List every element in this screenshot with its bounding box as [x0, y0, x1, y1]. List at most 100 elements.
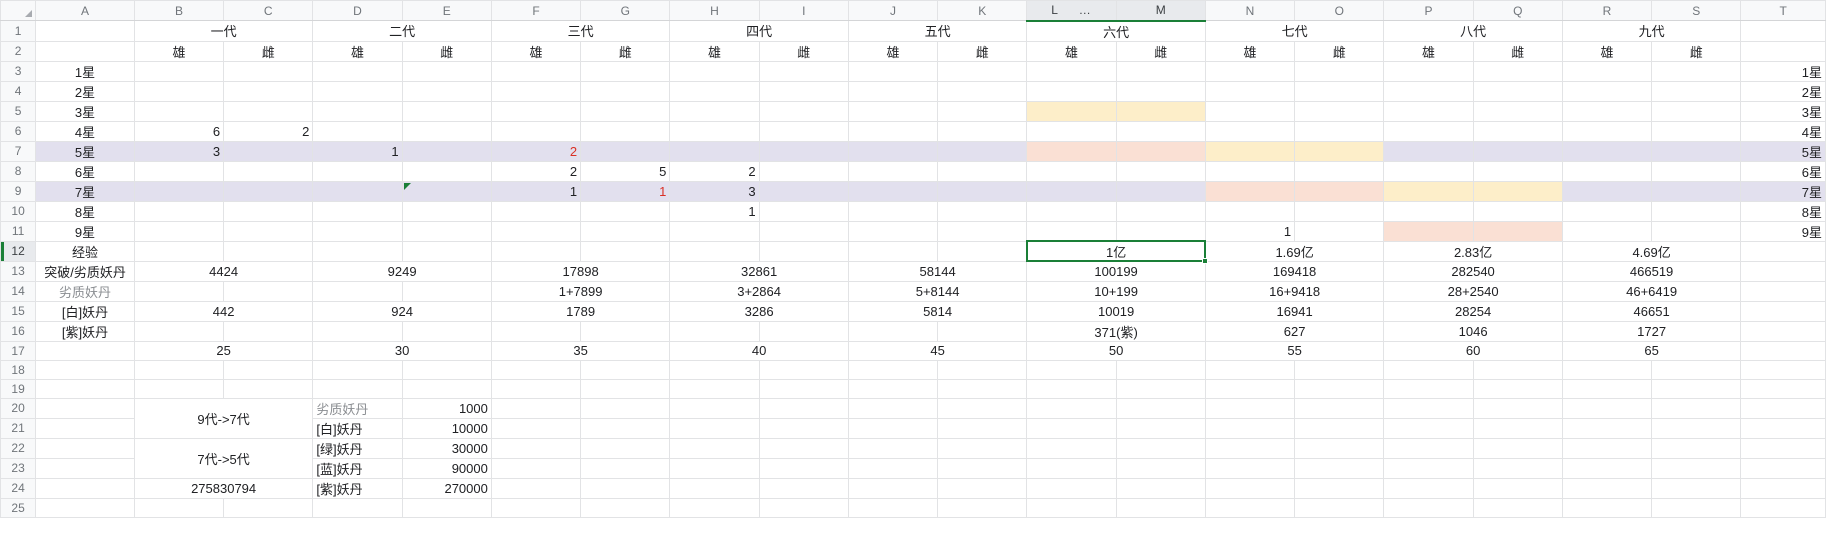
cell-N15[interactable]: 16941: [1204, 300, 1385, 322]
cell-T2[interactable]: [1740, 40, 1826, 62]
generation-label-8[interactable]: 八代: [1383, 20, 1563, 42]
cell-S21[interactable]: [1651, 417, 1742, 439]
cell-R5[interactable]: [1561, 100, 1653, 122]
cell-R4[interactable]: [1561, 80, 1653, 102]
cell-H18[interactable]: [669, 359, 760, 380]
cell-R6[interactable]: [1561, 120, 1653, 142]
cell-G10[interactable]: [580, 200, 671, 222]
cell-L13[interactable]: 100199: [1026, 260, 1206, 282]
row-header-14[interactable]: 14: [0, 280, 37, 302]
sex-female-2[interactable]: 雌: [401, 40, 492, 62]
cell-K25[interactable]: [937, 497, 1028, 518]
cell-F7[interactable]: 2: [490, 140, 582, 162]
cell-P6[interactable]: [1383, 120, 1474, 142]
cell-H12[interactable]: [669, 240, 760, 262]
cell-P20[interactable]: [1383, 397, 1474, 419]
cell-N17[interactable]: 55: [1204, 340, 1385, 361]
table-row[interactable]: 18: [0, 359, 1826, 380]
column-header-S[interactable]: S: [1651, 0, 1742, 21]
cell-J7[interactable]: [847, 140, 939, 162]
column-menu-dots-icon[interactable]: …: [1078, 3, 1092, 18]
cell-B13[interactable]: 4424: [133, 260, 314, 282]
row-header-6[interactable]: 6: [0, 120, 37, 142]
cell-L25[interactable]: [1026, 497, 1117, 518]
cell-B8[interactable]: [133, 160, 225, 182]
cell-J21[interactable]: [847, 417, 939, 439]
cell-R24[interactable]: [1561, 477, 1653, 499]
price-name-0[interactable]: 劣质妖丹: [312, 397, 403, 419]
summary-label-17[interactable]: [35, 340, 135, 361]
cell-R12[interactable]: 4.69亿: [1561, 240, 1742, 262]
cell-J9[interactable]: [847, 180, 939, 202]
column-header-F[interactable]: F: [490, 0, 582, 21]
sex-header-row[interactable]: 2 雄 雌 雄 雌 雄 雌 雄 雌 雄 雌 雄 雌 雄 雌 雄 雌 雄 雌: [0, 40, 1826, 62]
cell-H7[interactable]: [669, 140, 760, 162]
cell-G5[interactable]: [580, 100, 671, 122]
cell-S22[interactable]: [1651, 437, 1742, 459]
cell-S19[interactable]: [1651, 378, 1742, 399]
cell-K19[interactable]: [937, 378, 1028, 399]
cell-F15[interactable]: 1789: [490, 300, 671, 322]
sex-male-6[interactable]: 雄: [1026, 40, 1117, 62]
cell-I24[interactable]: [758, 477, 849, 499]
generation-label-3[interactable]: 三代: [490, 20, 671, 42]
cell-J20[interactable]: [847, 397, 939, 419]
select-all-corner[interactable]: [0, 0, 37, 21]
cell-Q21[interactable]: [1472, 417, 1563, 439]
cell-Q23[interactable]: [1472, 457, 1563, 479]
cell-D5[interactable]: [312, 100, 403, 122]
cell-S25[interactable]: [1651, 497, 1742, 518]
cell-F14[interactable]: 1+7899: [490, 280, 671, 302]
cell-I5[interactable]: [758, 100, 849, 122]
cell-L22[interactable]: [1026, 437, 1117, 459]
cell-N22[interactable]: [1204, 437, 1296, 459]
cell-H23[interactable]: [669, 457, 760, 479]
cell-D3[interactable]: [312, 60, 403, 82]
cell-Q24[interactable]: [1472, 477, 1563, 499]
table-row[interactable]: 4 2星 2星: [0, 80, 1826, 102]
price-value-0[interactable]: 1000: [401, 397, 492, 419]
cell-F3[interactable]: [490, 60, 582, 82]
cell-E8[interactable]: [401, 160, 492, 182]
cell-Q6[interactable]: [1472, 120, 1563, 142]
cell-P13[interactable]: 282540: [1383, 260, 1563, 282]
cell-I12[interactable]: [758, 240, 849, 262]
cell-Q8[interactable]: [1472, 160, 1563, 182]
generation-label-5[interactable]: 五代: [847, 20, 1028, 42]
cell-I7[interactable]: [758, 140, 849, 162]
sex-female-5[interactable]: 雌: [937, 40, 1028, 62]
cell-Q11[interactable]: [1472, 220, 1563, 242]
cell-J24[interactable]: [847, 477, 939, 499]
cell-P14[interactable]: 28+2540: [1383, 280, 1563, 302]
cell-H16[interactable]: [669, 320, 760, 342]
cell-P18[interactable]: [1383, 359, 1474, 380]
cell-F24[interactable]: [490, 477, 582, 499]
cell-J13[interactable]: 58144: [847, 260, 1028, 282]
cell-M10[interactable]: [1115, 200, 1206, 222]
cell-C6[interactable]: 2: [223, 120, 314, 142]
table-row[interactable]: 20 9代->7代 劣质妖丹 1000: [0, 397, 1826, 439]
cell-K12[interactable]: [937, 240, 1028, 262]
table-row[interactable]: 11 9星 1 9星: [0, 220, 1826, 242]
cell-A22[interactable]: [35, 437, 135, 459]
cell-Q3[interactable]: [1472, 60, 1563, 82]
cell-M4[interactable]: [1115, 80, 1206, 102]
cell-K10[interactable]: [937, 200, 1028, 222]
row-header-16[interactable]: 16: [0, 320, 37, 342]
cell-K20[interactable]: [937, 397, 1028, 419]
cell-A20[interactable]: [35, 397, 135, 419]
cell-G20[interactable]: [580, 397, 671, 419]
sex-male-3[interactable]: 雄: [490, 40, 582, 62]
cell-M9[interactable]: [1115, 180, 1206, 202]
cell-H5[interactable]: [669, 100, 760, 122]
cell-B19[interactable]: [133, 378, 225, 399]
sex-female-8[interactable]: 雌: [1472, 40, 1563, 62]
sex-male-7[interactable]: 雄: [1204, 40, 1296, 62]
column-header-E[interactable]: E: [401, 0, 492, 21]
cell-H3[interactable]: [669, 60, 760, 82]
generation-label-1[interactable]: 一代: [133, 20, 314, 42]
cell-G9[interactable]: 1: [580, 180, 671, 202]
cell-G11[interactable]: [580, 220, 671, 242]
cell-S7[interactable]: [1651, 140, 1742, 162]
cell-H22[interactable]: [669, 437, 760, 459]
